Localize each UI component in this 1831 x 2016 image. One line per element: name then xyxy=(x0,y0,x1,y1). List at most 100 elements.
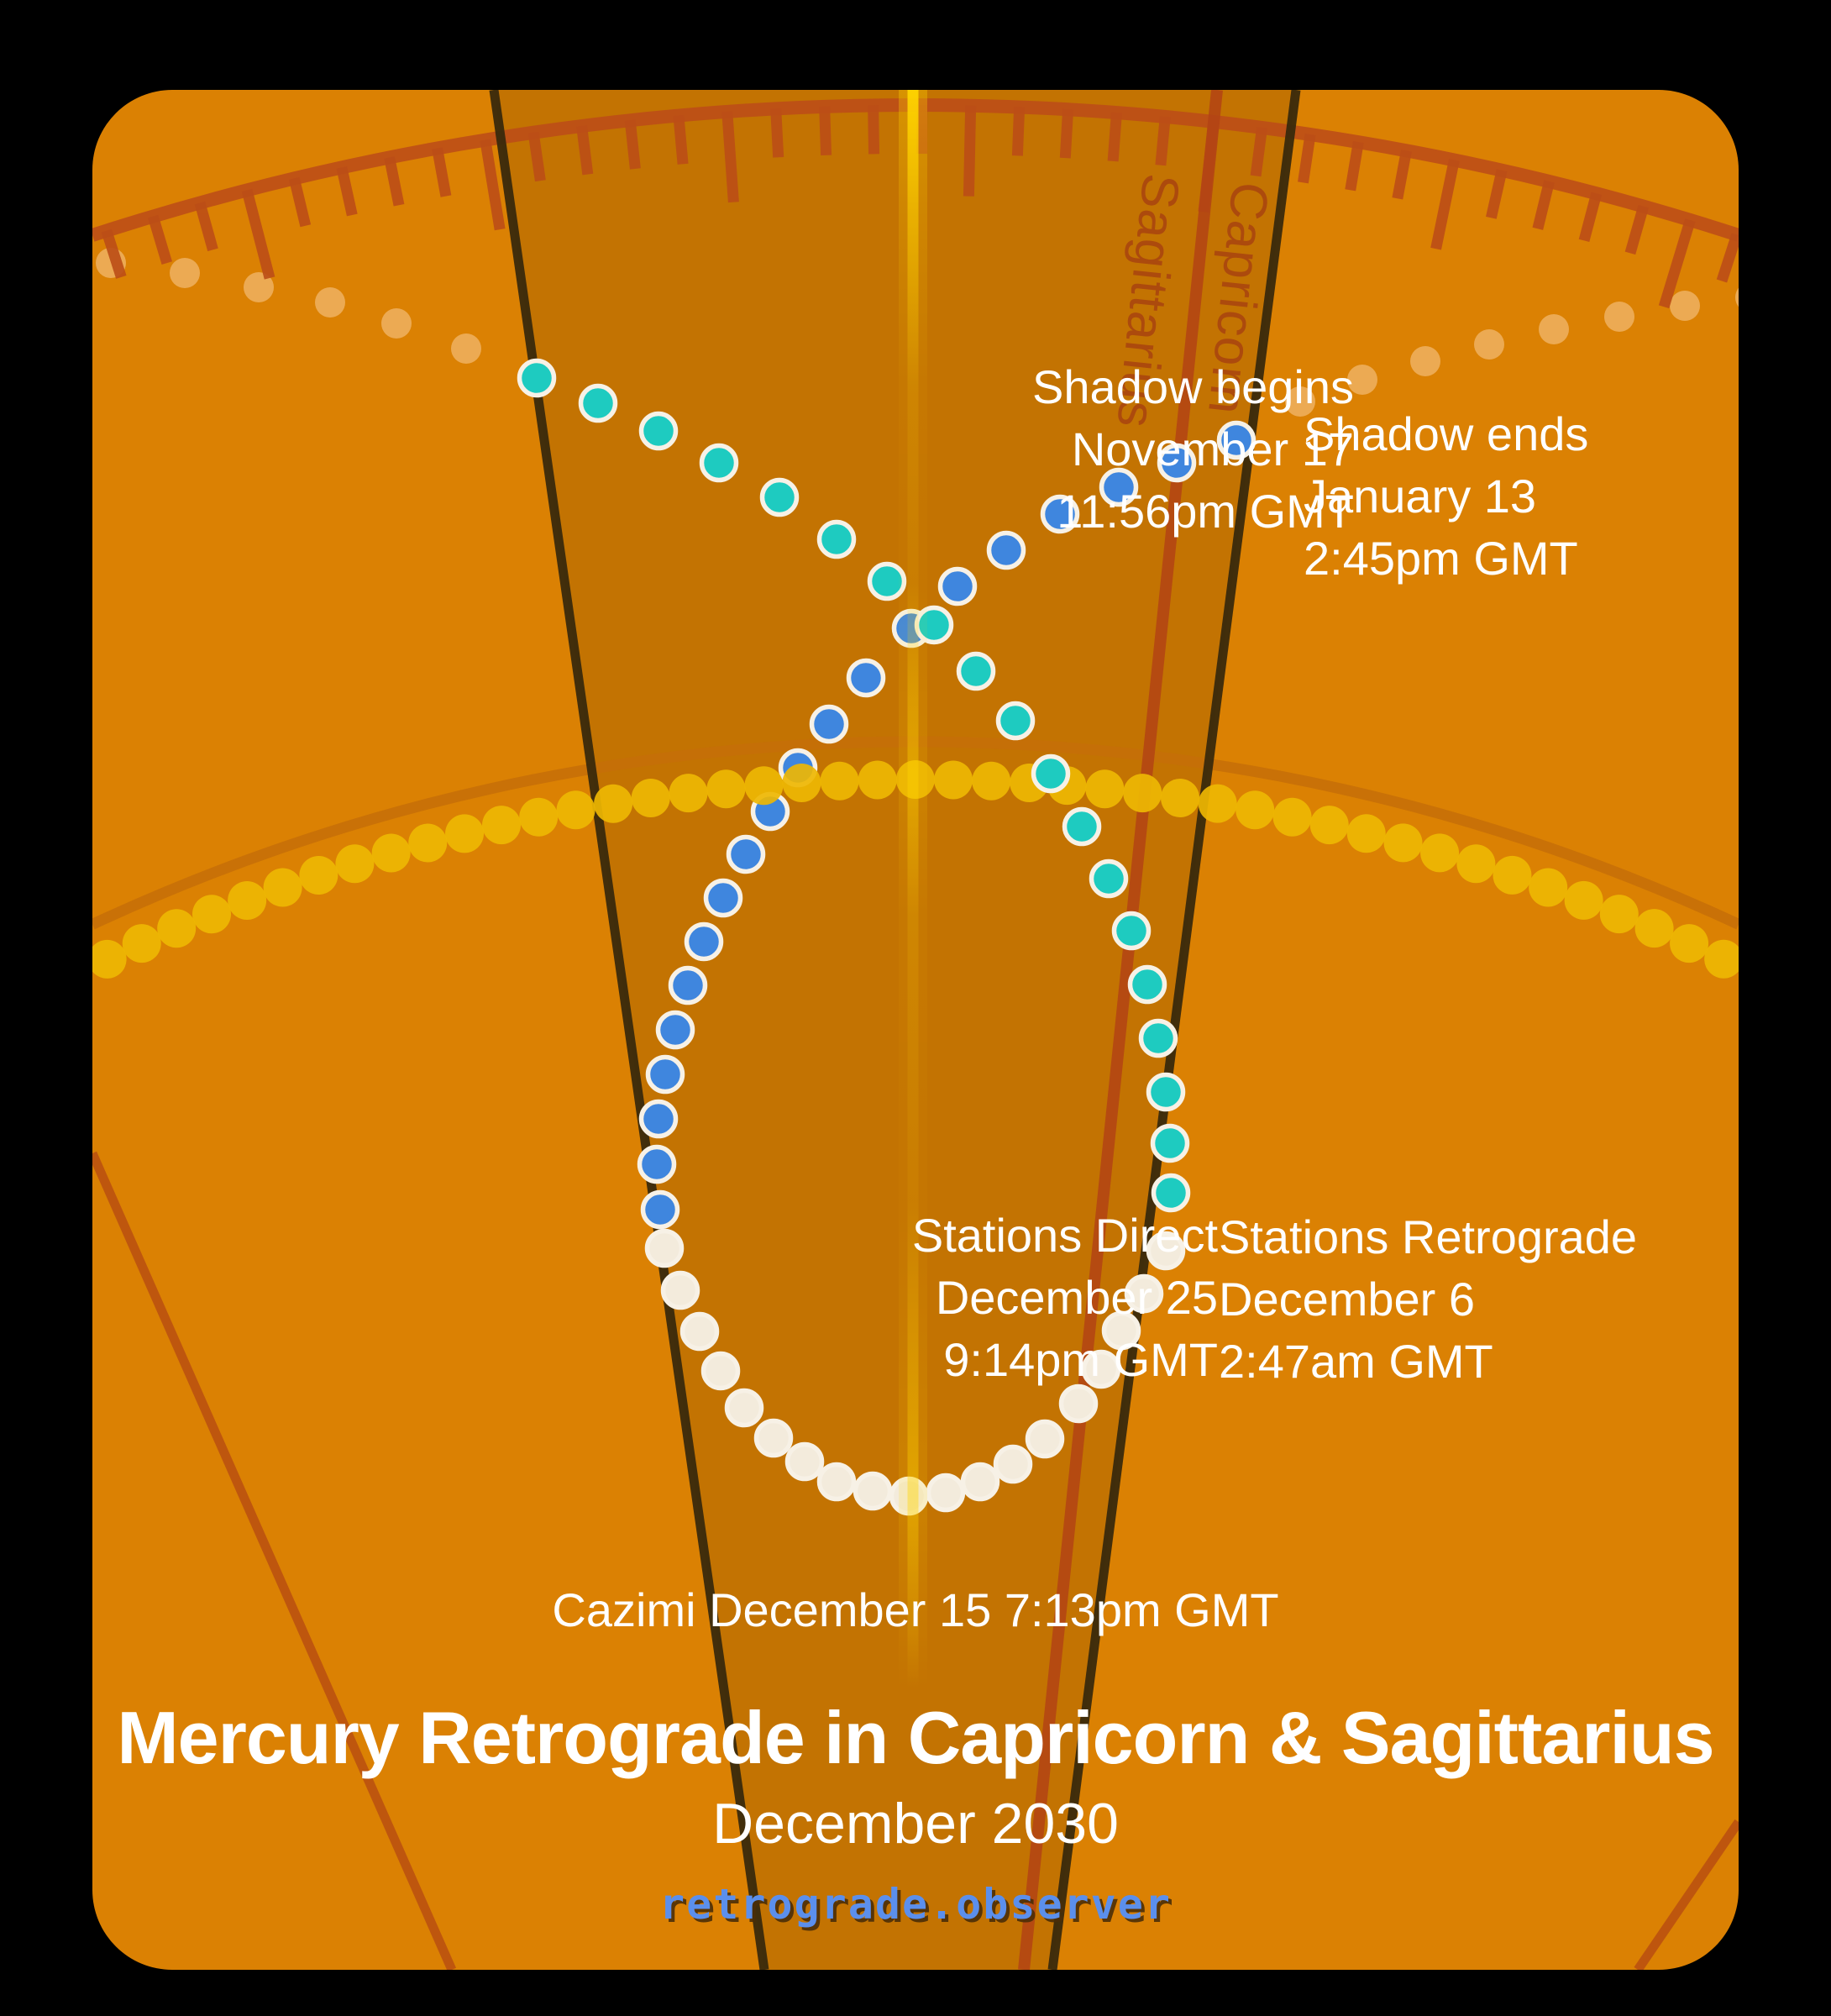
degree-tick xyxy=(1059,108,1074,159)
mercury-dot xyxy=(679,1311,720,1352)
watermark-site-name: retrograde.observer xyxy=(659,1880,1172,1929)
mercury-dot xyxy=(726,834,766,874)
degree-tick xyxy=(1532,180,1555,230)
mercury-dot xyxy=(1062,806,1102,847)
mercury-dot xyxy=(1031,753,1071,794)
sun-dot xyxy=(445,814,485,853)
sun-dot xyxy=(972,761,1011,801)
sun-dot xyxy=(335,844,375,884)
mercury-dot xyxy=(700,1351,741,1391)
mercury-dot xyxy=(640,1189,680,1230)
mercury-dot xyxy=(1146,1072,1186,1112)
annotation-shadow-begins: Shadow begins November 17 11:56pm GMT xyxy=(1032,356,1354,543)
degree-tick xyxy=(241,188,275,280)
mercury-dot xyxy=(1138,1018,1178,1058)
sun-dot xyxy=(482,806,522,845)
degree-tick xyxy=(336,165,358,217)
sun-dot xyxy=(820,761,859,801)
mercury-dot xyxy=(655,1010,695,1050)
mercury-dot-faded xyxy=(1474,329,1504,360)
sun-dot xyxy=(1704,939,1739,979)
sun-dot xyxy=(157,909,197,948)
mercury-dot xyxy=(517,358,557,398)
mercury-dot xyxy=(853,1471,893,1511)
sun-dot xyxy=(263,868,302,907)
sun-dot xyxy=(1272,797,1312,837)
degree-tick xyxy=(527,131,546,182)
shadow-ends-label: Shadow ends xyxy=(1304,407,1589,460)
mercury-dot xyxy=(816,519,857,559)
sun-dot xyxy=(191,895,231,934)
sun-dot xyxy=(782,764,821,803)
degree-tick xyxy=(963,105,977,197)
degree-tick xyxy=(432,147,452,197)
mercury-dot xyxy=(1127,964,1167,1005)
degree-tick xyxy=(673,114,689,165)
mercury-dot xyxy=(960,1462,1000,1502)
mercury-dot-faded xyxy=(1735,282,1739,312)
mercury-dot xyxy=(986,530,1026,570)
sun-dot xyxy=(1085,769,1125,809)
degree-tick xyxy=(1658,218,1696,309)
stations-direct-date: December 25 xyxy=(935,1271,1218,1324)
mercury-dot xyxy=(638,1099,679,1139)
sun-dot xyxy=(1493,855,1532,895)
sun-path-dots xyxy=(54,760,1739,995)
sun-dot xyxy=(1346,814,1386,853)
sun-dot xyxy=(858,760,897,800)
degree-tick xyxy=(101,228,127,279)
sun-dot xyxy=(594,784,633,823)
stations-retrograde-time: 2:47am GMT xyxy=(1219,1335,1493,1388)
degree-tick xyxy=(384,156,405,207)
mercury-dot xyxy=(1089,858,1129,899)
mercury-dot xyxy=(660,1270,700,1310)
sun-dot xyxy=(1634,909,1674,948)
sun-dot xyxy=(1123,774,1162,813)
sun-dot xyxy=(54,956,92,995)
shadow-ends-date: January 13 xyxy=(1304,470,1537,522)
sun-dot xyxy=(669,774,708,813)
mercury-dot xyxy=(1101,1310,1141,1351)
mercury-dot xyxy=(1081,1349,1121,1389)
degree-tick xyxy=(1107,112,1122,162)
mercury-dot xyxy=(1058,1383,1099,1424)
annotation-stations-retrograde: Stations Retrograde December 6 2:47am GM… xyxy=(1219,1206,1637,1393)
mercury-dot xyxy=(809,704,849,744)
degree-tick xyxy=(770,108,784,158)
sun-dot xyxy=(1456,844,1496,884)
mercury-dot xyxy=(993,1444,1033,1484)
sun-dot xyxy=(1309,806,1349,845)
mercury-dot-faded xyxy=(244,272,274,302)
shadow-begins-label: Shadow begins xyxy=(1032,360,1354,413)
mercury-dot xyxy=(956,651,996,691)
mercury-dot-faded xyxy=(1539,314,1569,344)
mercury-dot-faded xyxy=(315,287,345,318)
mercury-dot xyxy=(846,658,886,698)
degree-tick xyxy=(288,176,312,228)
capricorn-aquarius-boundary xyxy=(1634,1819,1739,1970)
sun-dot xyxy=(1564,880,1603,920)
mercury-dot xyxy=(1146,1231,1186,1271)
mercury-dot xyxy=(995,701,1036,741)
mercury-dot xyxy=(753,1418,794,1458)
sun-dot xyxy=(408,823,448,863)
mercury-dot xyxy=(1124,1273,1164,1314)
mercury-direct-entering-shadow xyxy=(517,358,1191,1213)
degree-tick xyxy=(819,106,832,156)
shadow-begins-date: November 17 xyxy=(1071,423,1354,475)
sun-dot xyxy=(1738,956,1739,995)
sun-dot xyxy=(1198,784,1237,823)
mercury-dot-faded xyxy=(1604,302,1634,332)
cazimi-label: Cazimi December 15 7:13pm GMT xyxy=(552,1583,1279,1636)
degree-tick xyxy=(1624,204,1650,255)
mercury-dot xyxy=(703,878,743,918)
annotation-shadow-ends: Shadow ends January 13 2:45pm GMT xyxy=(1304,403,1588,590)
degree-tick xyxy=(1155,116,1171,166)
mercury-dot xyxy=(784,1441,825,1482)
mercury-departure-faded xyxy=(1285,282,1739,417)
sun-dot xyxy=(1599,895,1639,934)
sun-dot xyxy=(934,760,973,800)
mercury-dot xyxy=(1099,467,1139,507)
mercury-dot xyxy=(1151,1173,1191,1213)
